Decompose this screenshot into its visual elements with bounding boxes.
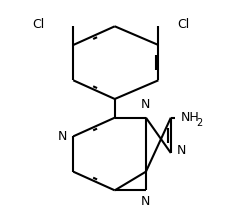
Text: N: N bbox=[58, 130, 67, 143]
Text: N: N bbox=[141, 98, 151, 112]
Text: Cl: Cl bbox=[177, 18, 189, 31]
Text: N: N bbox=[177, 144, 186, 157]
Text: NH: NH bbox=[181, 111, 200, 124]
Text: N: N bbox=[141, 194, 151, 208]
Text: Cl: Cl bbox=[32, 18, 44, 31]
Text: 2: 2 bbox=[196, 118, 203, 128]
